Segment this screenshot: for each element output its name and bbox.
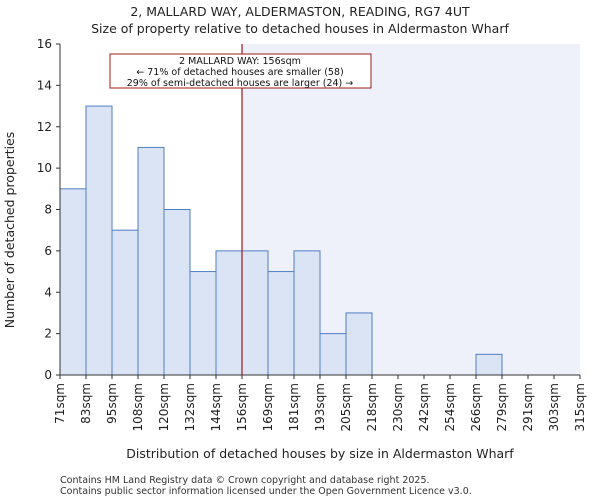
x-tick-label: 303sqm — [547, 383, 561, 431]
y-tick-label: 14 — [37, 78, 52, 92]
y-tick-label: 16 — [37, 37, 52, 51]
x-tick-label: 315sqm — [573, 383, 587, 431]
y-axis-label: Number of detached properties — [2, 132, 17, 329]
bar-120sqm — [163, 209, 191, 376]
bar-108sqm — [137, 146, 165, 376]
bar-144sqm — [215, 250, 243, 376]
bar-266sqm — [475, 353, 503, 376]
x-tick-label: 193sqm — [313, 383, 327, 431]
x-tick-label: 95sqm — [105, 383, 119, 424]
chart-title: 2, MALLARD WAY, ALDERMASTON, READING, RG… — [130, 4, 470, 19]
x-tick-label: 71sqm — [53, 383, 67, 424]
bar-132sqm — [189, 271, 217, 376]
bar-71sqm — [59, 188, 87, 376]
x-axis-label: Distribution of detached houses by size … — [126, 446, 514, 461]
bar-193sqm — [319, 333, 347, 376]
annotation-box — [109, 53, 372, 89]
bar-95sqm — [111, 229, 139, 376]
y-ticks: 0 2 4 6 8 10 12 14 16 — [37, 37, 60, 382]
y-tick-label: 10 — [37, 161, 52, 175]
footer-line-1: Contains HM Land Registry data © Crown c… — [60, 475, 430, 486]
x-tick-label: 218sqm — [365, 383, 379, 431]
x-tick-label: 108sqm — [131, 383, 145, 431]
x-tick-label: 279sqm — [495, 383, 509, 431]
footer-line-2: Contains public sector information licen… — [60, 486, 472, 497]
x-tick-label: 83sqm — [79, 383, 93, 424]
y-tick-label: 4 — [44, 285, 52, 299]
x-tick-label: 242sqm — [417, 383, 431, 431]
x-tick-label: 120sqm — [157, 383, 171, 431]
x-tick-label: 230sqm — [391, 383, 405, 431]
x-tick-label: 266sqm — [469, 383, 483, 431]
bar-83sqm — [85, 105, 113, 376]
annotation-line-3: 29% of semi-detached houses are larger (… — [127, 78, 354, 89]
y-tick-label: 8 — [44, 203, 52, 217]
x-tick-label: 156sqm — [235, 383, 249, 431]
x-tick-label: 254sqm — [443, 383, 457, 431]
annotation-line-1: 2 MALLARD WAY: 156sqm — [179, 56, 301, 67]
x-tick-label: 132sqm — [183, 383, 197, 431]
bar-156sqm — [241, 250, 269, 376]
x-tick-label: 181sqm — [287, 383, 301, 431]
bar-169sqm — [267, 271, 295, 376]
x-tick-label: 144sqm — [209, 383, 223, 431]
bars-group — [59, 105, 503, 376]
chart-subtitle: Size of property relative to detached ho… — [91, 21, 509, 36]
annotation-line-2: ← 71% of detached houses are smaller (58… — [136, 67, 343, 78]
bar-181sqm — [293, 250, 321, 376]
y-tick-label: 12 — [37, 120, 52, 134]
y-tick-label: 2 — [44, 327, 52, 341]
x-tick-label: 169sqm — [261, 383, 275, 431]
x-ticks: 71sqm 83sqm 95sqm 108sqm 120sqm 132sqm 144sqm 1… — [53, 375, 587, 431]
bar-205sqm — [345, 312, 373, 376]
y-tick-label: 6 — [44, 244, 52, 258]
x-tick-label: 291sqm — [521, 383, 535, 431]
y-tick-label: 0 — [44, 368, 52, 382]
x-tick-label: 205sqm — [339, 383, 353, 431]
